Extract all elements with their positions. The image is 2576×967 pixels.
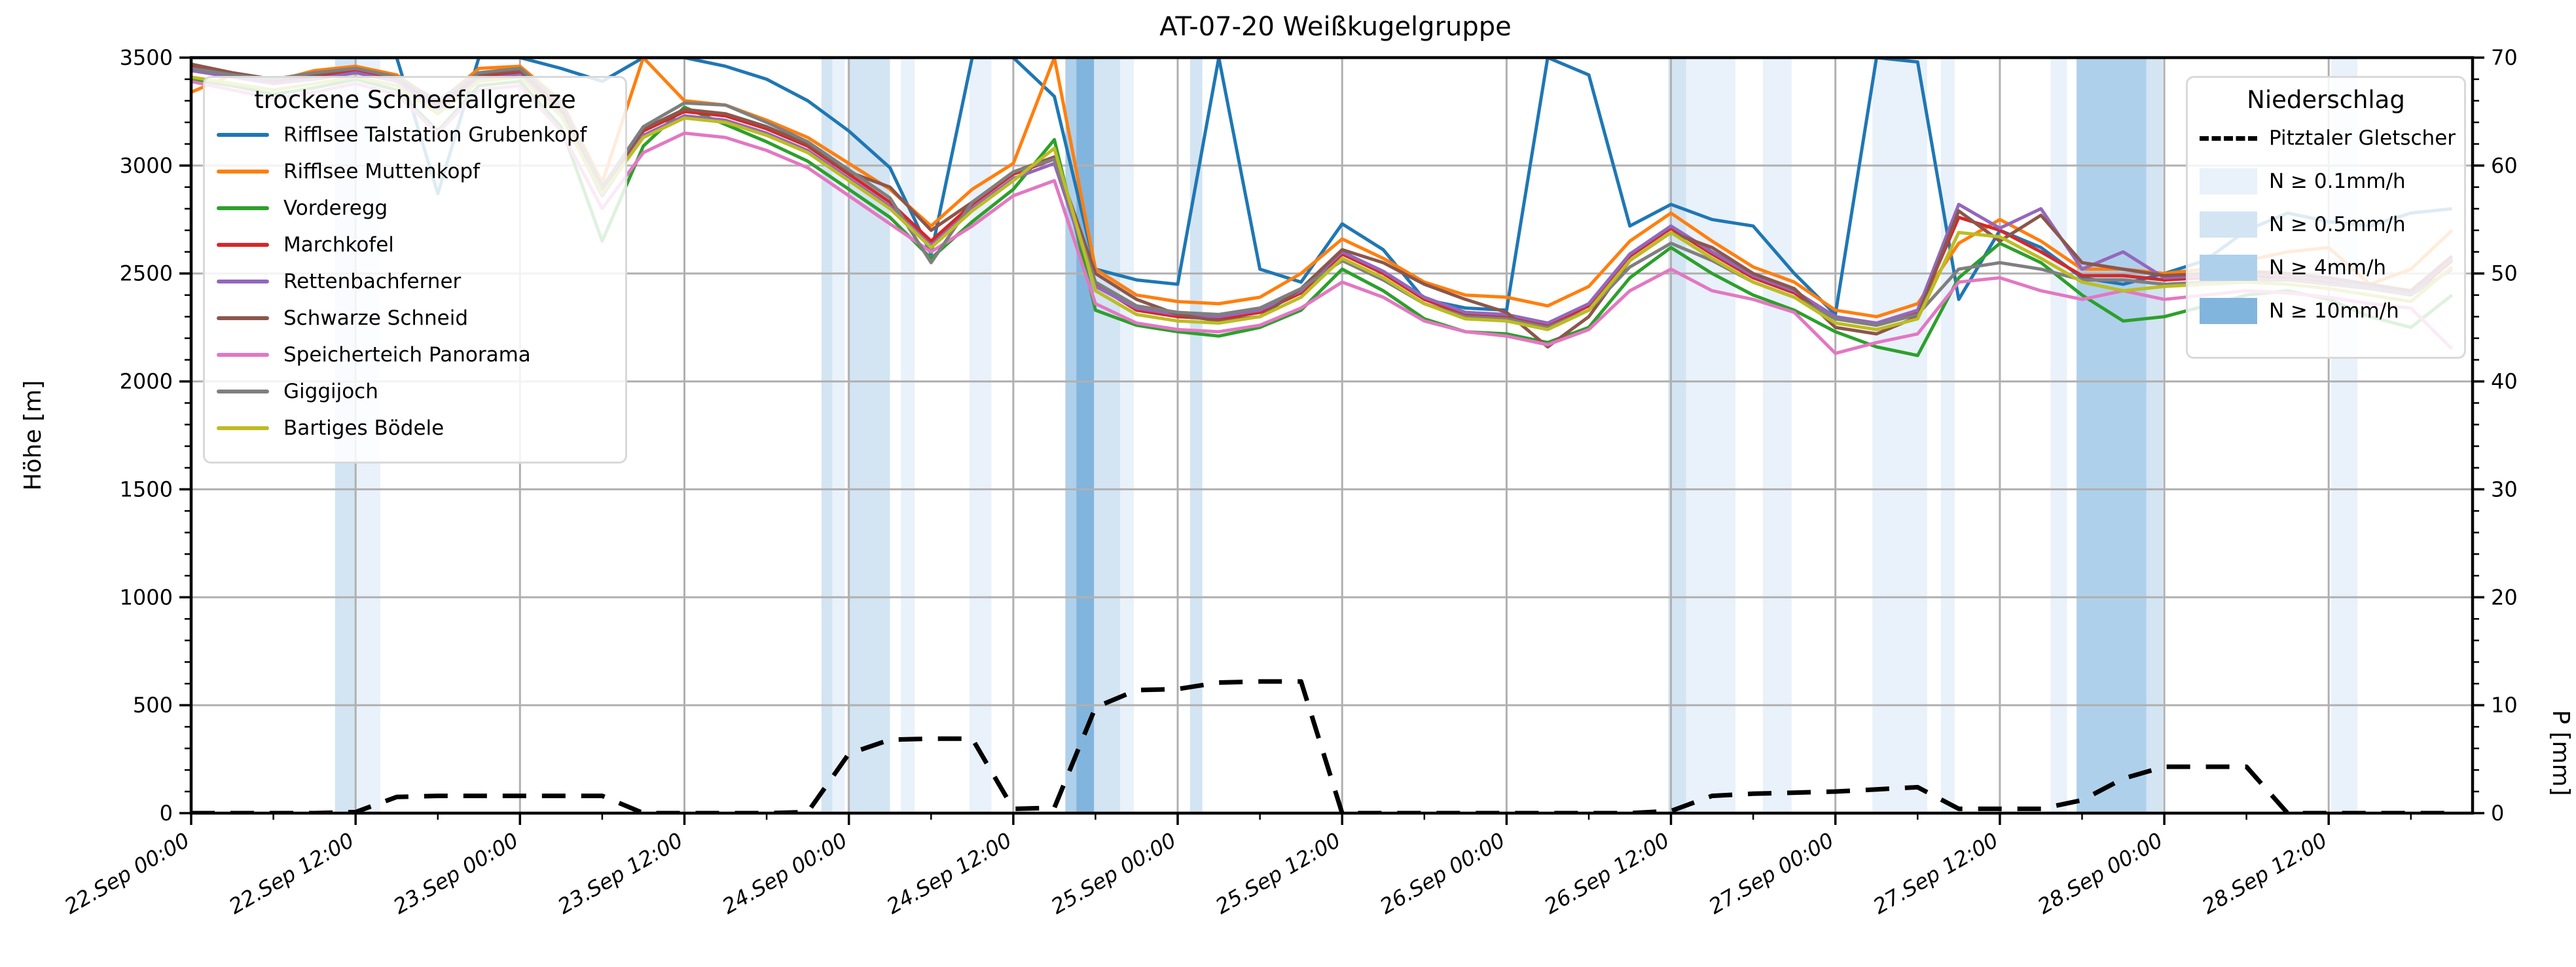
legend-item-label: Vorderegg <box>283 196 388 220</box>
line-swatch-icon <box>217 353 269 357</box>
y-right-tick-label: 50 <box>2491 261 2518 286</box>
legend-item-label: N ≥ 10mm/h <box>2269 299 2399 323</box>
legend-item-label: N ≥ 0.5mm/h <box>2269 213 2406 236</box>
legend-precipitation: Niederschlag Pitztaler Gletscher N ≥ 0.1… <box>2186 76 2466 359</box>
line-swatch-icon <box>217 426 269 430</box>
precip-band <box>969 58 992 813</box>
legend-item-label: N ≥ 4mm/h <box>2269 256 2387 280</box>
x-tick-label: 24.Sep 12:00 <box>882 828 1016 919</box>
precip-band <box>2077 58 2147 813</box>
precip-band <box>1762 58 1792 813</box>
x-tick-label: 27.Sep 12:00 <box>1869 828 2003 919</box>
x-tick-label: 26.Sep 00:00 <box>1375 828 1509 919</box>
legend-item-rifflsee-muttenkopf: Rifflsee Muttenkopf <box>205 153 625 190</box>
x-tick-label: 23.Sep 12:00 <box>554 828 687 919</box>
y-right-tick-label: 70 <box>2491 45 2518 70</box>
y-right-tick-label: 60 <box>2491 153 2518 178</box>
legend-item-label: Speicherteich Panorama <box>283 343 531 367</box>
precip-band <box>1686 58 1735 813</box>
line-swatch-icon <box>217 390 269 393</box>
precip-band <box>1120 58 1134 813</box>
y-left-axis-label: Höhe [m] <box>20 380 46 491</box>
x-tick-label: 25.Sep 00:00 <box>1047 828 1180 919</box>
intensity-patch-icon <box>2200 168 2257 194</box>
y-right-tick-label: 20 <box>2491 585 2518 610</box>
y-left-tick-label: 2000 <box>120 369 173 394</box>
legend-item-label: Marchkofel <box>283 233 394 257</box>
legend-precipitation-title: Niederschlag <box>2247 86 2405 114</box>
line-swatch-icon <box>217 206 269 210</box>
legend-item-giggijoch: Giggijoch <box>205 373 625 410</box>
x-tick-label: 27.Sep 00:00 <box>1705 828 1838 919</box>
legend-item-pitztaler-gletscher: Pitztaler Gletscher <box>2188 117 2464 160</box>
line-swatch-icon <box>217 243 269 247</box>
chart-title: AT-07-20 Weißkugelgruppe <box>1159 12 1512 42</box>
precip-band <box>821 58 833 813</box>
y-right-tick-label: 0 <box>2491 801 2504 826</box>
legend-item-speicherteich-panorama: Speicherteich Panorama <box>205 337 625 373</box>
x-tick-label: 24.Sep 00:00 <box>718 828 852 919</box>
legend-item-label: Rifflsee Muttenkopf <box>283 160 481 183</box>
y-left-tick-label: 500 <box>133 693 173 718</box>
y-left-tick-label: 2500 <box>120 261 173 286</box>
legend-item-label: N ≥ 0.1mm/h <box>2269 170 2406 193</box>
legend-item-precip-level-3: N ≥ 10mm/h <box>2188 289 2464 333</box>
precip-band <box>1094 58 1121 813</box>
y-left-tick-label: 3500 <box>120 45 173 70</box>
precip-band <box>1065 58 1077 813</box>
y-left-tick-label: 3000 <box>120 153 173 178</box>
line-swatch-icon <box>217 280 269 283</box>
legend-item-rettenbachferner: Rettenbachferner <box>205 263 625 300</box>
line-swatch-icon <box>217 316 269 320</box>
line-swatch-icon <box>217 170 269 173</box>
legend-item-precip-level-2: N ≥ 4mm/h <box>2188 246 2464 289</box>
legend-item-marchkofel: Marchkofel <box>205 227 625 263</box>
precip-band <box>901 58 915 813</box>
y-left-tick-label: 1000 <box>120 585 173 610</box>
intensity-patch-icon <box>2200 298 2257 324</box>
precip-band <box>1940 58 1955 813</box>
legend-item-label: Rettenbachferner <box>283 270 462 293</box>
intensity-patch-icon <box>2200 211 2257 238</box>
legend-item-vorderegg: Vorderegg <box>205 190 625 227</box>
precip-band <box>1189 58 1203 813</box>
x-tick-label: 25.Sep 12:00 <box>1211 828 1345 919</box>
legend-snowline-title: trockene Schneefallgrenze <box>254 86 576 114</box>
legend-item-label: Bartiges Bödele <box>283 416 444 440</box>
precip-band <box>1872 58 1927 813</box>
legend-item-precip-level-0: N ≥ 0.1mm/h <box>2188 160 2464 203</box>
dashed-line-swatch-icon <box>2200 136 2257 141</box>
line-swatch-icon <box>217 133 269 137</box>
x-tick-label: 28.Sep 12:00 <box>2198 828 2331 919</box>
legend-item-bartiges-b-dele: Bartiges Bödele <box>205 410 625 447</box>
y-left-tick-label: 1500 <box>120 477 173 502</box>
y-right-tick-label: 30 <box>2491 477 2518 502</box>
y-left-tick-label: 0 <box>160 801 173 826</box>
y-right-axis-label: P [mm] <box>2547 710 2574 795</box>
precip-band <box>1076 58 1095 813</box>
precip-band <box>832 58 845 813</box>
legend-item-schwarze-schneid: Schwarze Schneid <box>205 300 625 337</box>
x-tick-label: 26.Sep 12:00 <box>1540 828 1674 919</box>
x-tick-label: 23.Sep 00:00 <box>389 828 522 919</box>
legend-snowline: trockene Schneefallgrenze Rifflsee Talst… <box>203 76 627 464</box>
legend-item-label: Rifflsee Talstation Grubenkopf <box>283 123 587 147</box>
precip-band <box>847 58 890 813</box>
precip-band <box>2146 58 2163 813</box>
legend-item-rifflsee-talstation-grubenkopf: Rifflsee Talstation Grubenkopf <box>205 117 625 153</box>
plot-border <box>189 56 2475 815</box>
precip-band <box>2050 58 2067 813</box>
legend-item-precip-level-1: N ≥ 0.5mm/h <box>2188 203 2464 246</box>
x-tick-label: 28.Sep 00:00 <box>2033 828 2167 919</box>
y-right-tick-label: 10 <box>2491 693 2518 718</box>
precipitation-line <box>191 679 2452 813</box>
y-right-tick-label: 40 <box>2491 369 2518 394</box>
intensity-patch-icon <box>2200 255 2257 281</box>
x-tick-label: 22.Sep 00:00 <box>60 828 194 919</box>
legend-item-label: Schwarze Schneid <box>283 306 469 330</box>
x-tick-label: 22.Sep 12:00 <box>225 828 358 919</box>
legend-item-label: Giggijoch <box>283 380 378 403</box>
